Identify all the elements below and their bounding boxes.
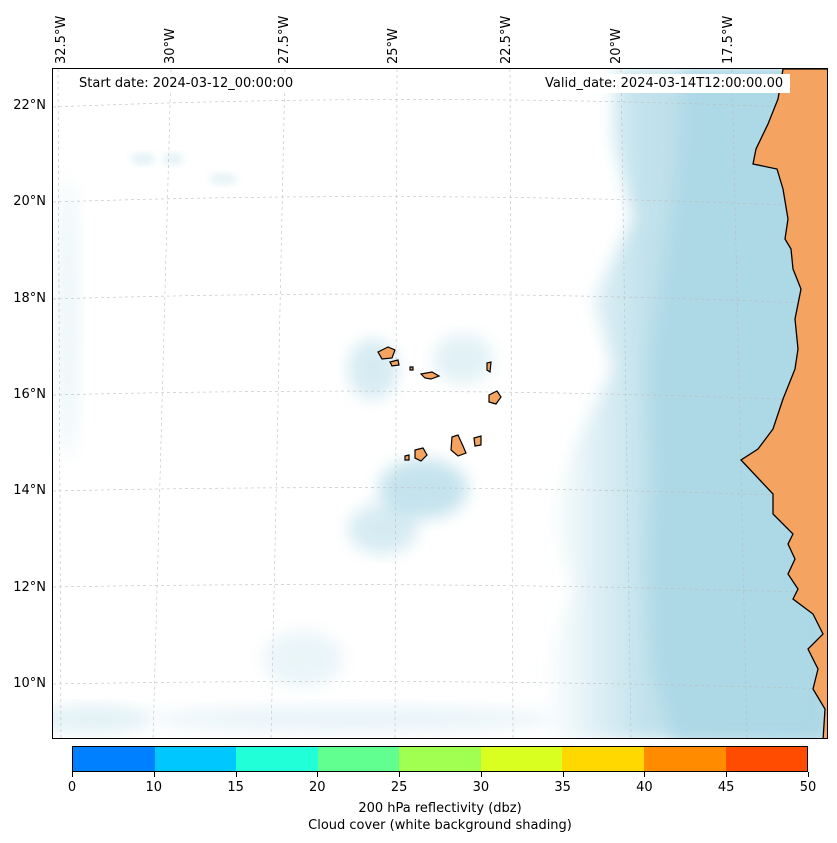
colorbar-tickmark (235, 772, 237, 777)
island-brava (404, 454, 410, 461)
colorbar-tickmark (72, 772, 73, 777)
colorbar-tickmark (644, 772, 646, 777)
start-date-label: Start date: 2024-03-12_00:00:00 (72, 74, 301, 93)
map-canvas (53, 69, 827, 738)
colorbar-tickmark (480, 772, 482, 777)
colorbar-tickmark (562, 772, 564, 777)
island-santa-luzia (409, 366, 414, 371)
africa-coast-land (739, 69, 827, 738)
reflectivity-colorbar (72, 746, 808, 772)
lon-label-27.5w: 27.5°W (277, 15, 292, 64)
map-panel[interactable] (52, 68, 828, 739)
colorbar-tickmark (808, 772, 809, 777)
lat-label-20n: 20°N (13, 194, 46, 209)
island-santiago (450, 434, 467, 457)
lat-label-12n: 12°N (13, 580, 46, 595)
graticule (53, 69, 827, 738)
colorbar-tick-label: 20 (309, 780, 326, 795)
colorbar-tick-label: 40 (636, 780, 653, 795)
lat-label-18n: 18°N (13, 291, 46, 306)
colorbar-segment-20-25 (317, 747, 400, 771)
colorbar-tick-label: 25 (390, 780, 408, 795)
island-santo-antao (377, 346, 396, 360)
colorbar-label-cloud-cover: Cloud cover (white background shading) (308, 818, 572, 833)
colorbar-segment-35-40 (562, 747, 644, 771)
island-fogo (414, 447, 428, 462)
colorbar-tick-label: 10 (145, 780, 163, 795)
colorbar-tick-label: 50 (799, 780, 817, 795)
colorbar-tickmark (399, 772, 401, 777)
lon-label-20w: 20°W (609, 28, 624, 64)
colorbar-tick-label: 45 (717, 780, 735, 795)
colorbar-segment-40-45 (643, 747, 726, 771)
lon-label-32.5w: 32.5°W (54, 15, 69, 64)
cape-verde-islands (377, 346, 502, 462)
colorbar-segment-0-10 (73, 747, 155, 771)
colorbar-tickmark (726, 772, 728, 777)
island-sao-vicente (389, 359, 400, 367)
lon-label-25w: 25°W (386, 28, 401, 64)
lon-label-17.5w: 17.5°W (721, 15, 736, 64)
colorbar-segment-25-30 (399, 747, 481, 771)
island-boa-vista (488, 390, 502, 405)
island-sal (486, 361, 492, 374)
colorbar-segment-15-20 (236, 747, 318, 771)
colorbar-tick-label: 30 (472, 780, 490, 795)
valid-date-label: Valid_date: 2024-03-14T12:00:00.00 (538, 74, 791, 93)
colorbar-segment-10-15 (154, 747, 237, 771)
colorbar-tick-label: 35 (554, 780, 571, 795)
colorbar-tick-label: 0 (67, 780, 77, 795)
lon-label-30w: 30°W (163, 28, 178, 64)
colorbar-label-reflectivity: 200 hPa reflectivity (dbz) (358, 801, 522, 816)
lat-label-14n: 14°N (13, 483, 46, 498)
island-sao-nicolau (419, 371, 441, 380)
lat-label-10n: 10°N (13, 676, 46, 691)
colorbar-tickmark (317, 772, 319, 777)
colorbar-tickmark (153, 772, 155, 777)
colorbar-segment-45-50 (725, 747, 808, 771)
island-maio (473, 435, 482, 447)
lat-label-16n: 16°N (13, 387, 46, 402)
cloud-cover-shading (53, 69, 827, 738)
lat-label-22n: 22°N (13, 98, 46, 113)
lon-label-22.5w: 22.5°W (499, 15, 514, 64)
colorbar-tick-label: 15 (227, 780, 244, 795)
colorbar-segment-30-35 (480, 747, 563, 771)
